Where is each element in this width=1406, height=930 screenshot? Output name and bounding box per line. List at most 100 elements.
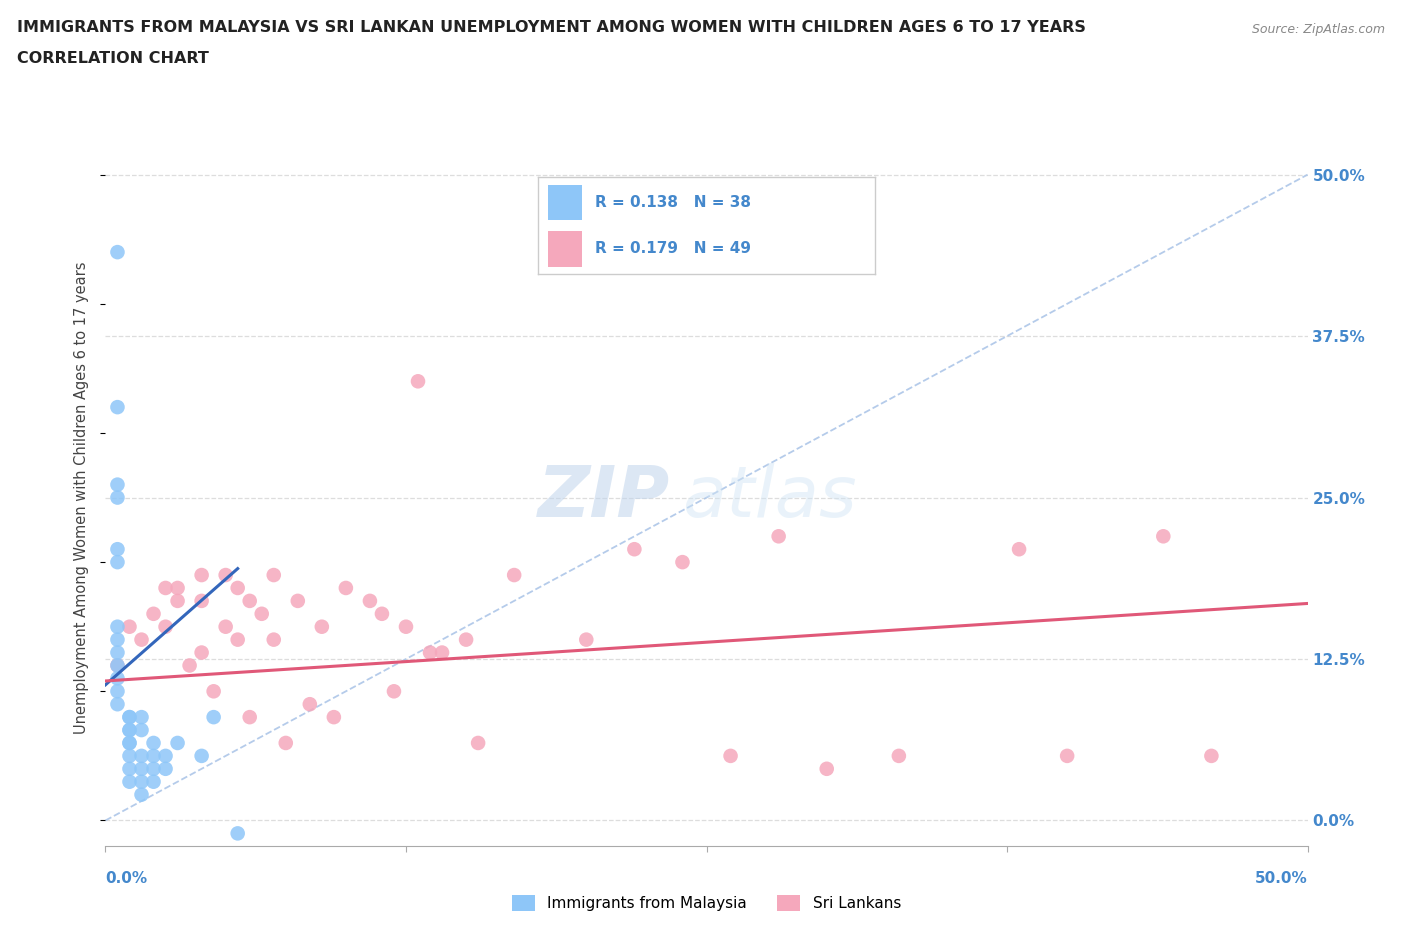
Point [107,490,129,505]
Point [118,710,141,724]
Point [107,245,129,259]
Point [131,787,153,802]
Point [239,593,262,608]
Point [107,671,129,685]
Point [815,762,838,777]
Point [142,775,165,790]
Point [720,749,742,764]
Point [311,619,333,634]
Point [118,775,141,790]
Point [371,606,394,621]
Point [395,619,418,634]
Point [131,710,153,724]
Point [118,723,141,737]
Point [107,658,129,673]
Point [166,736,188,751]
Point [1056,749,1078,764]
Point [107,619,129,634]
Point [107,554,129,569]
Point [190,567,212,582]
Text: ZIP: ZIP [538,463,671,532]
Point [419,645,441,660]
Point [1201,749,1223,764]
Point [118,619,141,634]
Point [430,645,453,660]
Point [1008,542,1031,557]
Text: 50.0%: 50.0% [1254,871,1308,886]
Point [322,710,344,724]
Point [575,632,598,647]
Point [118,710,141,724]
Point [131,775,153,790]
Point [166,593,188,608]
Point [623,542,645,557]
Point [166,580,188,595]
Point [107,645,129,660]
Point [768,529,790,544]
Point [214,619,236,634]
Point [107,477,129,492]
Point [118,723,141,737]
Point [226,826,249,841]
Point [1152,529,1174,544]
Point [190,749,212,764]
Legend: Immigrants from Malaysia, Sri Lankans: Immigrants from Malaysia, Sri Lankans [505,887,908,919]
Point [287,593,309,608]
Point [190,593,212,608]
Bar [548,232,582,267]
Bar [548,184,582,219]
Point [107,400,129,415]
Point [107,658,129,673]
Point [263,567,285,582]
Point [190,645,212,660]
Text: atlas: atlas [682,463,858,532]
Point [118,749,141,764]
Point [142,606,165,621]
Point [359,593,381,608]
Point [467,736,489,751]
Point [274,736,297,751]
Text: CORRELATION CHART: CORRELATION CHART [17,51,208,66]
Point [155,749,177,764]
Text: R = 0.138   N = 38: R = 0.138 N = 38 [595,194,751,209]
Point [335,580,357,595]
Point [107,697,129,711]
Point [131,723,153,737]
Point [202,710,225,724]
Point [155,762,177,777]
Point [107,632,129,647]
Y-axis label: Unemployment Among Women with Children Ages 6 to 17 years: Unemployment Among Women with Children A… [75,261,90,734]
Point [298,697,321,711]
Point [887,749,910,764]
Point [107,542,129,557]
Point [202,684,225,698]
Point [179,658,201,673]
Point [226,580,249,595]
Point [142,762,165,777]
Point [131,632,153,647]
Point [131,749,153,764]
Point [454,632,477,647]
Point [118,736,141,751]
Point [382,684,405,698]
Point [239,710,262,724]
Text: Source: ZipAtlas.com: Source: ZipAtlas.com [1251,23,1385,36]
Point [214,567,236,582]
Point [406,374,429,389]
Text: 0.0%: 0.0% [105,871,148,886]
Point [155,619,177,634]
Point [118,736,141,751]
Point [155,580,177,595]
Point [250,606,273,621]
Text: IMMIGRANTS FROM MALAYSIA VS SRI LANKAN UNEMPLOYMENT AMONG WOMEN WITH CHILDREN AG: IMMIGRANTS FROM MALAYSIA VS SRI LANKAN U… [17,20,1085,35]
Point [107,684,129,698]
Point [503,567,526,582]
Point [226,632,249,647]
Point [118,762,141,777]
Point [142,736,165,751]
Point [671,554,693,569]
Text: R = 0.179   N = 49: R = 0.179 N = 49 [595,242,751,257]
Point [142,749,165,764]
Point [263,632,285,647]
Point [131,762,153,777]
